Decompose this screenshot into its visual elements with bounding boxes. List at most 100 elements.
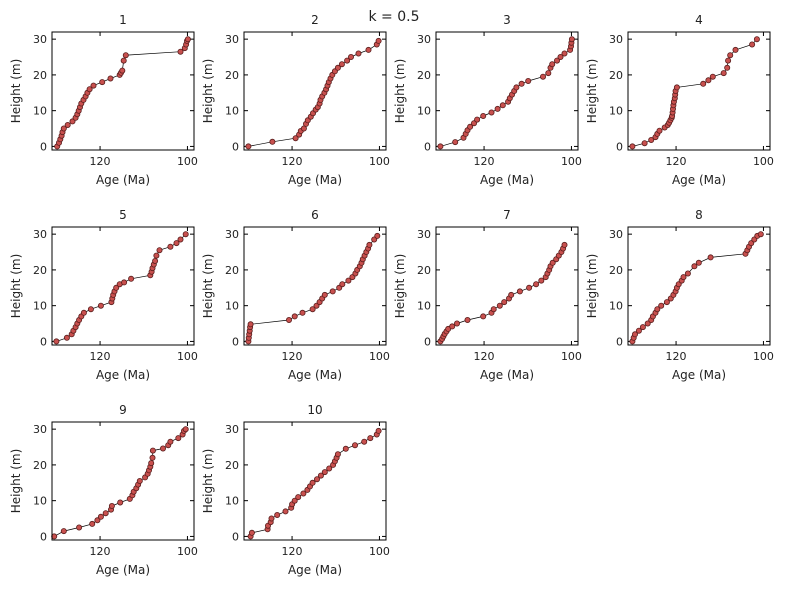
- data-point: [99, 79, 106, 86]
- y-tick-label: 30: [33, 228, 47, 241]
- data-point: [245, 143, 252, 150]
- data-point: [513, 84, 520, 91]
- data-point: [639, 324, 646, 331]
- data-point: [64, 122, 71, 129]
- data-point: [345, 277, 352, 284]
- data-point: [334, 451, 341, 458]
- y-tick-label: 30: [609, 228, 623, 241]
- series-line: [632, 38, 758, 147]
- data-point: [452, 139, 459, 146]
- data-point: [508, 291, 515, 298]
- data-point: [122, 52, 129, 59]
- data-point: [80, 309, 87, 316]
- data-point: [732, 46, 739, 53]
- y-tick-label: 20: [225, 459, 239, 472]
- data-point: [695, 259, 702, 266]
- y-tick-label: 10: [225, 300, 239, 313]
- y-tick-label: 10: [225, 105, 239, 118]
- data-point: [159, 445, 166, 452]
- panel-title: 5: [119, 208, 127, 222]
- data-point: [329, 288, 336, 295]
- data-point: [87, 306, 94, 313]
- data-point: [107, 75, 114, 82]
- y-axis-label: Height (m): [9, 59, 23, 124]
- data-point: [654, 306, 661, 313]
- panel-title: 10: [307, 403, 322, 417]
- y-tick-label: 10: [609, 105, 623, 118]
- data-point: [97, 513, 104, 520]
- data-point: [309, 306, 316, 313]
- y-axis-label: Height (m): [9, 449, 23, 514]
- y-tick-label: 10: [609, 300, 623, 313]
- y-axis-label: Height (m): [585, 59, 599, 124]
- y-tick-label: 0: [616, 335, 623, 348]
- x-tick-label: 120: [90, 545, 111, 558]
- data-point: [705, 77, 712, 84]
- data-point: [182, 231, 189, 238]
- series-line: [440, 39, 573, 147]
- data-point: [629, 143, 636, 150]
- panel-5: 5 120 100 0 10 20 30 Age (Ma) Height (m): [9, 208, 198, 382]
- y-tick-label: 10: [225, 495, 239, 508]
- plot-frame: [51, 421, 195, 541]
- data-point: [464, 316, 471, 323]
- data-point: [338, 61, 345, 68]
- data-point: [268, 515, 275, 522]
- data-point: [299, 309, 306, 316]
- data-point: [295, 494, 302, 501]
- panel-title: 3: [503, 13, 511, 27]
- data-point: [274, 512, 281, 519]
- series-line: [248, 235, 378, 342]
- x-tick-label: 120: [474, 155, 495, 168]
- data-point: [365, 46, 372, 53]
- y-tick-label: 10: [417, 300, 431, 313]
- y-tick-label: 20: [33, 459, 47, 472]
- data-point: [753, 36, 760, 43]
- series-line: [440, 244, 565, 342]
- data-point: [347, 54, 354, 61]
- y-tick-label: 30: [609, 33, 623, 46]
- x-axis-label: Age (Ma): [288, 563, 342, 577]
- x-axis-label: Age (Ma): [480, 173, 534, 187]
- y-tick-label: 30: [417, 33, 431, 46]
- y-tick-label: 10: [33, 105, 47, 118]
- y-tick-label: 20: [609, 69, 623, 82]
- y-tick-label: 10: [417, 105, 431, 118]
- x-tick-label: 120: [666, 155, 687, 168]
- x-axis-label: Age (Ma): [480, 368, 534, 382]
- data-point: [499, 102, 506, 109]
- data-point: [167, 243, 174, 250]
- y-tick-label: 0: [424, 140, 431, 153]
- x-tick-label: 100: [369, 155, 390, 168]
- data-point: [182, 426, 189, 433]
- data-point: [518, 80, 525, 87]
- x-axis-label: Age (Ma): [96, 563, 150, 577]
- series-line: [632, 233, 761, 342]
- y-axis-label: Height (m): [393, 254, 407, 319]
- data-point: [292, 135, 299, 142]
- data-point: [317, 472, 324, 479]
- data-point: [453, 320, 460, 327]
- x-tick-label: 100: [369, 545, 390, 558]
- data-point: [361, 438, 368, 445]
- data-point: [167, 438, 174, 445]
- plot-frame: [243, 421, 387, 541]
- data-point: [568, 36, 575, 43]
- data-point: [632, 331, 639, 338]
- data-point: [490, 306, 497, 313]
- data-point: [102, 510, 109, 517]
- y-tick-label: 0: [616, 140, 623, 153]
- data-point: [449, 323, 456, 330]
- y-tick-label: 20: [33, 69, 47, 82]
- data-point: [153, 252, 160, 259]
- data-point: [128, 275, 135, 282]
- y-tick-label: 0: [232, 335, 239, 348]
- data-point: [673, 84, 680, 91]
- panel-title: 8: [695, 208, 703, 222]
- plot-frame: [627, 31, 771, 151]
- panel-10: 10 120 100 0 10 20 30 Age (Ma) Height (m): [201, 403, 390, 577]
- y-axis-label: Height (m): [9, 254, 23, 319]
- data-point: [89, 520, 96, 527]
- data-point: [282, 508, 289, 515]
- plot-frame: [51, 31, 195, 151]
